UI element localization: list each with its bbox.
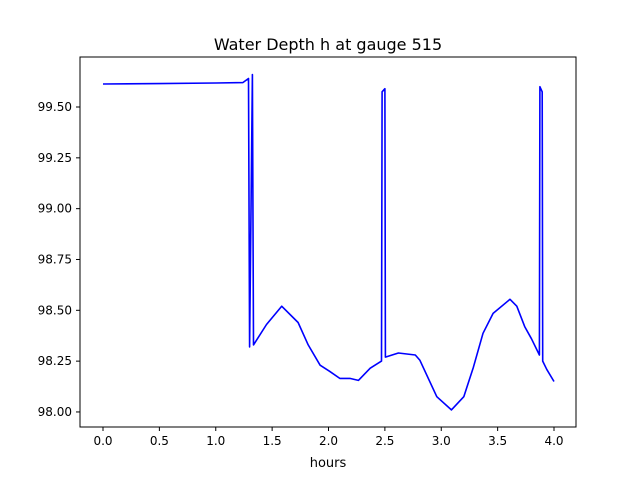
x-tick-label: 1.0 <box>206 434 225 448</box>
x-tick-label: 1.5 <box>263 434 282 448</box>
x-tick-label: 0.5 <box>150 434 169 448</box>
x-tick-label: 4.0 <box>544 434 563 448</box>
y-tick-label: 98.75 <box>38 252 72 266</box>
x-tick-label: 2.5 <box>375 434 394 448</box>
y-tick-label: 98.25 <box>38 354 72 368</box>
x-axis-label: hours <box>310 456 347 471</box>
x-tick-label: 3.0 <box>432 434 451 448</box>
chart-title: Water Depth h at gauge 515 <box>214 35 442 54</box>
x-tick-label: 3.5 <box>488 434 507 448</box>
y-axis: 98.00 98.25 98.50 98.75 99.00 99.25 99.50 <box>38 100 80 419</box>
y-tick-label: 99.50 <box>38 100 72 114</box>
y-tick-label: 99.00 <box>38 202 72 216</box>
y-tick-label: 98.00 <box>38 405 72 419</box>
y-tick-label: 98.50 <box>38 303 72 317</box>
series-line-h <box>102 73 555 411</box>
plot-area <box>102 73 555 411</box>
axes-frame <box>79 56 577 428</box>
x-tick-label: 0.0 <box>93 434 112 448</box>
y-tick-label: 99.25 <box>38 151 72 165</box>
x-tick-label: 2.0 <box>319 434 338 448</box>
x-axis: 0.0 0.5 1.0 1.5 2.0 2.5 3.0 3.5 4.0 <box>93 427 564 448</box>
